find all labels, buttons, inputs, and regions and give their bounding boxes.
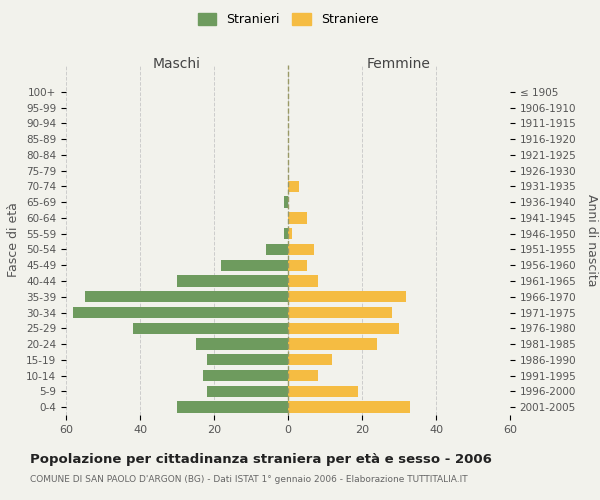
Text: Maschi: Maschi xyxy=(153,58,201,71)
Bar xyxy=(196,338,288,349)
Bar xyxy=(288,322,399,334)
Text: Femmine: Femmine xyxy=(367,58,431,71)
Bar xyxy=(266,244,288,255)
Text: Popolazione per cittadinanza straniera per età e sesso - 2006: Popolazione per cittadinanza straniera p… xyxy=(30,452,492,466)
Bar xyxy=(288,402,410,413)
Bar xyxy=(288,291,406,302)
Bar xyxy=(206,354,288,366)
Bar xyxy=(177,276,288,286)
Y-axis label: Anni di nascita: Anni di nascita xyxy=(585,194,598,286)
Bar xyxy=(288,370,317,382)
Bar xyxy=(288,276,317,286)
Bar xyxy=(288,338,377,349)
Bar xyxy=(133,322,288,334)
Bar xyxy=(288,260,307,271)
Bar xyxy=(284,196,288,208)
Bar xyxy=(221,260,288,271)
Y-axis label: Fasce di età: Fasce di età xyxy=(7,202,20,278)
Bar xyxy=(203,370,288,382)
Bar xyxy=(288,228,292,239)
Bar xyxy=(206,386,288,397)
Bar xyxy=(288,307,392,318)
Text: COMUNE DI SAN PAOLO D'ARGON (BG) - Dati ISTAT 1° gennaio 2006 - Elaborazione TUT: COMUNE DI SAN PAOLO D'ARGON (BG) - Dati … xyxy=(30,475,467,484)
Bar xyxy=(73,307,288,318)
Legend: Stranieri, Straniere: Stranieri, Straniere xyxy=(193,8,383,31)
Bar xyxy=(177,402,288,413)
Bar xyxy=(288,354,332,366)
Bar xyxy=(288,180,299,192)
Bar xyxy=(288,386,358,397)
Bar xyxy=(284,228,288,239)
Bar xyxy=(288,212,307,224)
Bar xyxy=(85,291,288,302)
Bar xyxy=(288,244,314,255)
